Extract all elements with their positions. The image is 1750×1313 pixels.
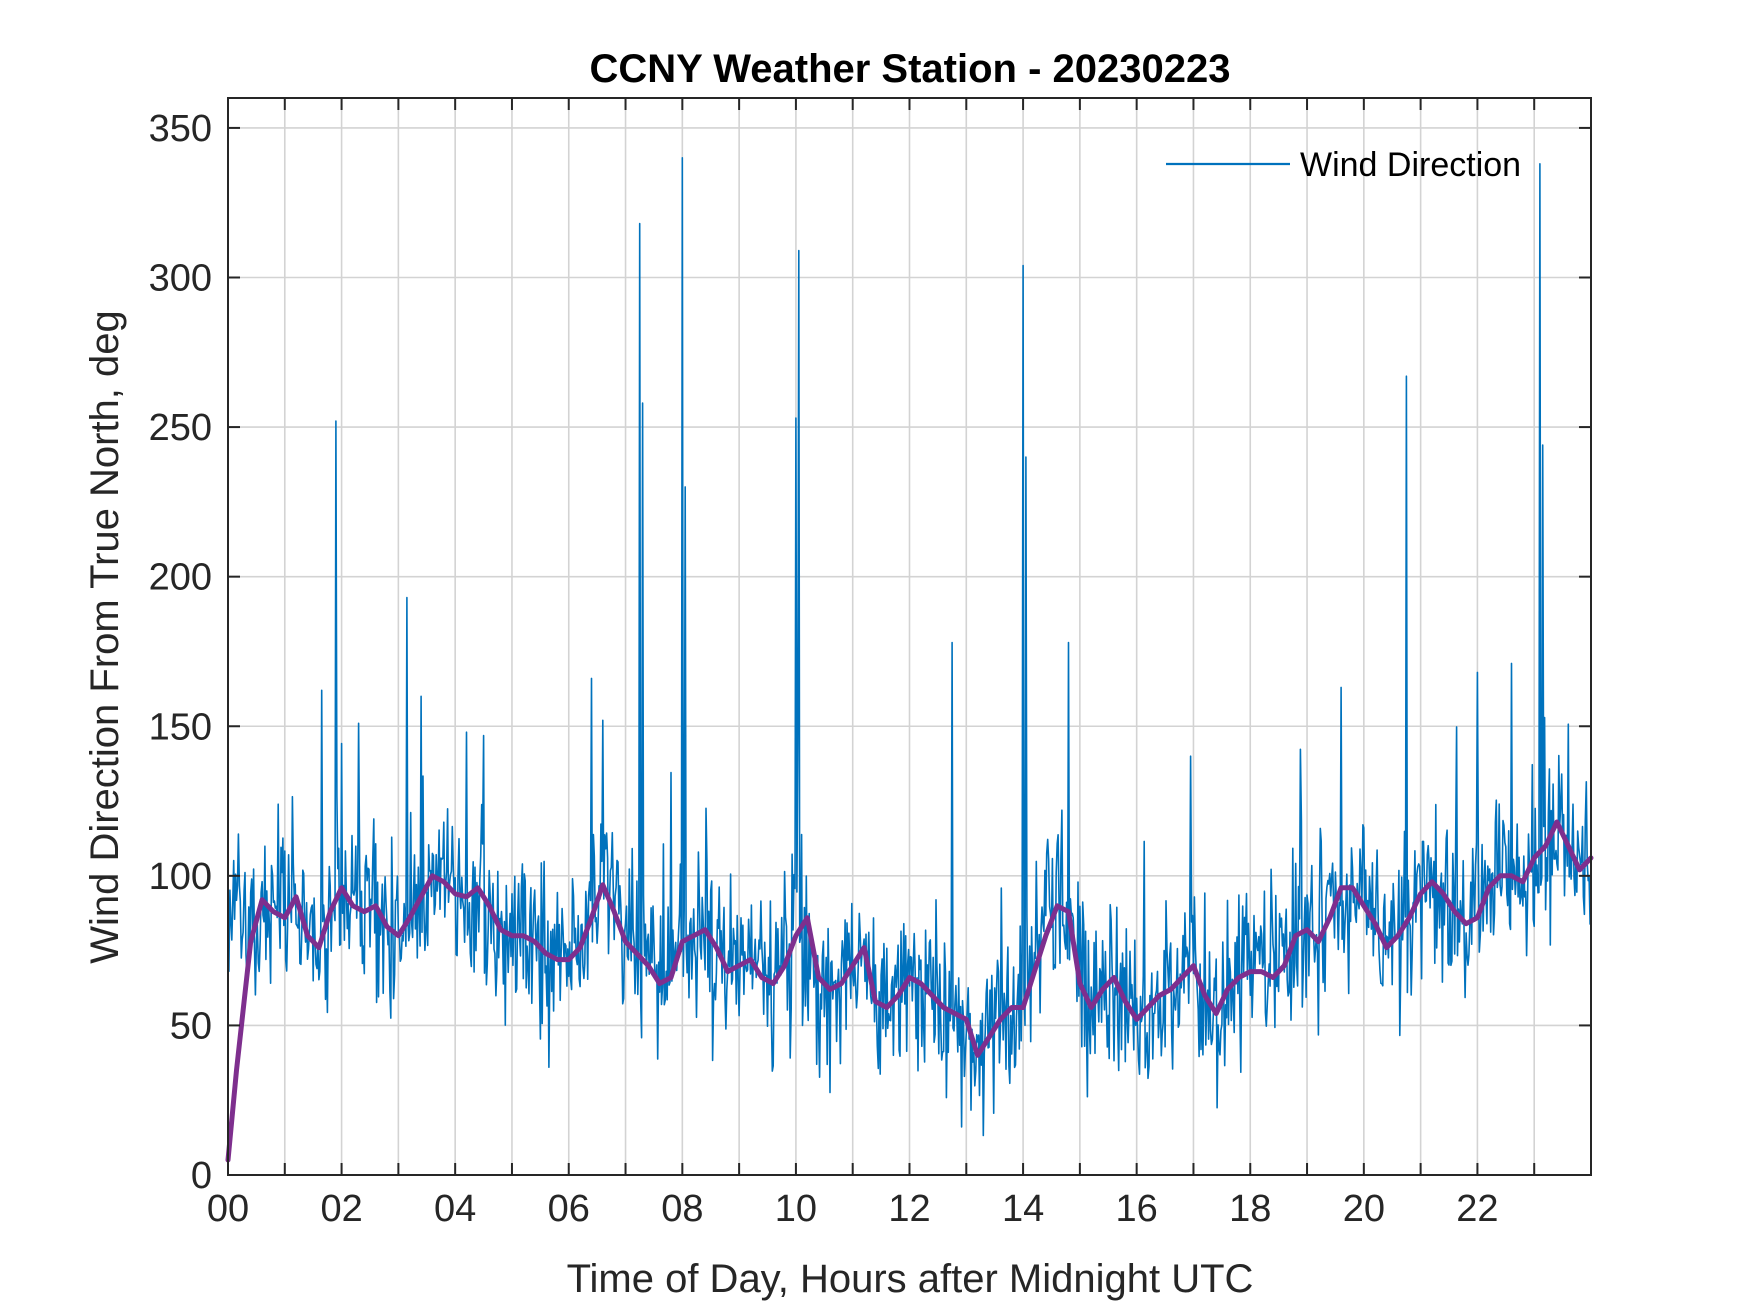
x-tick-label: 08 — [661, 1188, 703, 1230]
x-tick-label: 02 — [320, 1188, 362, 1230]
y-tick-label: 100 — [149, 856, 212, 898]
y-tick-label: 50 — [170, 1005, 212, 1047]
y-tick-label: 250 — [149, 407, 212, 449]
x-axis-label: Time of Day, Hours after Midnight UTC — [567, 1257, 1254, 1301]
chart-title: CCNY Weather Station - 20230223 — [590, 47, 1231, 91]
x-tick-label: 18 — [1229, 1188, 1271, 1230]
y-tick-label: 150 — [149, 706, 212, 748]
x-tick-label: 22 — [1456, 1188, 1498, 1230]
x-tick-label: 06 — [548, 1188, 590, 1230]
x-tick-label: 12 — [888, 1188, 930, 1230]
series-layer — [225, 157, 1594, 1163]
y-tick-label: 0 — [191, 1155, 212, 1197]
y-tick-label: 200 — [149, 557, 212, 599]
x-tick-label: 00 — [207, 1188, 249, 1230]
y-tick-label: 300 — [149, 258, 212, 300]
tick-marks — [228, 98, 1591, 1176]
x-tick-labels: 00 02 04 06 08 10 12 14 16 18 20 22 — [207, 1188, 1499, 1230]
series-wind-direction — [227, 157, 1591, 1137]
x-tick-label: 10 — [775, 1188, 817, 1230]
legend: Wind Direction — [1166, 146, 1521, 184]
y-tick-labels: 0 50 100 150 200 250 300 350 — [149, 108, 212, 1197]
x-tick-label: 20 — [1343, 1188, 1385, 1230]
x-tick-label: 04 — [434, 1188, 476, 1230]
y-tick-label: 350 — [149, 108, 212, 150]
series-smoothed — [225, 819, 1594, 1163]
x-tick-label: 14 — [1002, 1188, 1044, 1230]
y-axis-label: Wind Direction From True North, deg — [83, 310, 127, 964]
x-tick-label: 16 — [1116, 1188, 1158, 1230]
legend-label-wind-direction: Wind Direction — [1300, 146, 1521, 184]
